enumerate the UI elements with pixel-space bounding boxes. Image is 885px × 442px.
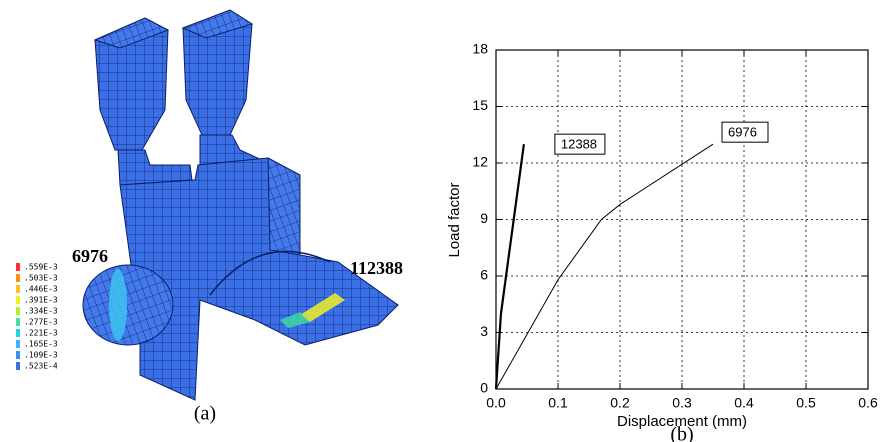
fe-model	[83, 10, 398, 400]
caption: (b)	[670, 424, 693, 442]
legend-swatch	[16, 296, 20, 304]
legend-label: .503E-3	[24, 274, 58, 283]
y-tick-label: 6	[480, 267, 488, 283]
x-tick-label: 0.6	[858, 395, 878, 411]
chart: 0.0 0.1 0.2 0.3 0.4 0.5 0.6 0 3 6 9 12 15 18 12388 6976	[472, 41, 878, 411]
series-label: 12388	[561, 137, 597, 152]
legend-swatch	[16, 351, 20, 359]
legend-label: .391E-3	[24, 296, 58, 305]
figure: 6976 112388 .559E-3 .503E-3 .446E-3 .391E-3…	[0, 0, 885, 442]
y-tick-label: 15	[472, 97, 488, 113]
legend-label: .446E-3	[24, 285, 58, 294]
x-tick-label: 0.5	[796, 395, 816, 411]
stress-band	[109, 269, 127, 341]
x-tick-label: 0.0	[486, 395, 506, 411]
legend-label: .559E-3	[24, 263, 58, 272]
contour-legend: .559E-3 .503E-3 .446E-3 .391E-3 .334E-3 .277E…	[16, 263, 58, 371]
y-tick-label: 12	[472, 154, 488, 170]
y-tick-label: 0	[480, 380, 488, 396]
legend-swatch	[16, 362, 20, 370]
y-tick-label: 18	[472, 41, 488, 57]
legend-swatch	[16, 274, 20, 282]
y-tick-label: 9	[480, 210, 488, 226]
x-tick-label: 0.2	[610, 395, 630, 411]
legend-swatch	[16, 340, 20, 348]
x-tick-label: 0.3	[672, 395, 692, 411]
legend-swatch	[16, 285, 20, 293]
y-tick-label: 3	[480, 323, 488, 339]
series-label: 6976	[728, 125, 757, 140]
node-label: 112388	[350, 258, 403, 278]
legend-label: .221E-3	[24, 329, 58, 338]
data-line	[496, 144, 713, 389]
legend-swatch	[16, 329, 20, 337]
legend-label: .277E-3	[24, 318, 58, 327]
legend-swatch	[16, 318, 20, 326]
x-tick-label: 0.4	[734, 395, 754, 411]
data-line	[496, 144, 524, 389]
legend-label: .165E-3	[24, 340, 58, 349]
legend-label: .109E-3	[24, 351, 58, 360]
legend-label: .334E-3	[24, 307, 58, 316]
x-tick-label: 0.1	[548, 395, 568, 411]
legend-label: .523E-4	[24, 362, 58, 371]
legend-swatch	[16, 307, 20, 315]
legend-swatch	[16, 263, 20, 271]
caption: (a)	[194, 403, 216, 425]
node-label: 6976	[72, 246, 108, 266]
y-axis-label: Load factor	[446, 182, 463, 257]
